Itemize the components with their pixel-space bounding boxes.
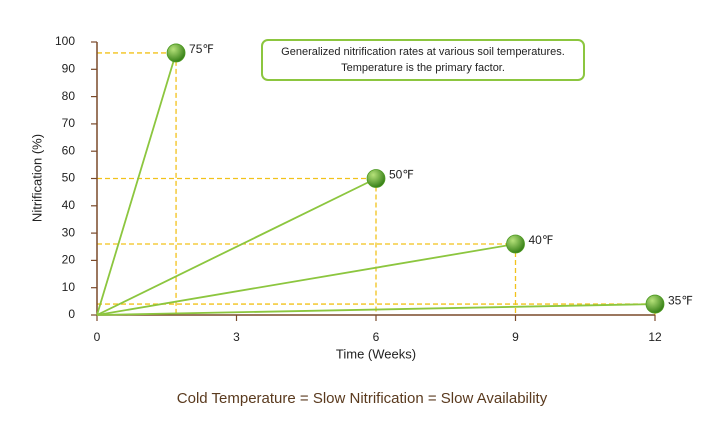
point-label: 75℉ bbox=[189, 42, 214, 56]
x-tick-label: 6 bbox=[373, 330, 380, 344]
y-tick-label: 40 bbox=[62, 198, 76, 212]
y-tick-label: 30 bbox=[62, 225, 76, 239]
y-tick-label: 70 bbox=[62, 116, 76, 130]
point-label: 40℉ bbox=[529, 233, 554, 247]
x-tick-label: 12 bbox=[648, 330, 662, 344]
annotation-box bbox=[261, 39, 585, 81]
annotation: Temperature is the primary factor. bbox=[341, 62, 505, 74]
point-label: 50℉ bbox=[389, 168, 414, 182]
y-tick-label: 10 bbox=[62, 280, 76, 294]
x-tick-label: 0 bbox=[94, 330, 101, 344]
marker bbox=[645, 294, 665, 314]
y-tick-label: 0 bbox=[68, 307, 75, 321]
y-tick-label: 90 bbox=[62, 61, 76, 75]
marker bbox=[166, 43, 186, 63]
y-tick-label: 20 bbox=[62, 253, 76, 267]
annotation: Generalized nitrification rates at vario… bbox=[281, 46, 565, 58]
x-axis-label: Time (Weeks) bbox=[336, 346, 416, 361]
y-tick-label: 100 bbox=[55, 34, 75, 48]
y-tick-label: 60 bbox=[62, 143, 76, 157]
x-tick-label: 3 bbox=[233, 330, 240, 344]
y-tick-label: 50 bbox=[62, 171, 76, 185]
y-tick-label: 80 bbox=[62, 89, 76, 103]
caption: Cold Temperature = Slow Nitrification = … bbox=[177, 390, 548, 407]
series-line bbox=[96, 303, 656, 316]
series-line bbox=[96, 52, 177, 316]
series-line bbox=[96, 177, 377, 316]
x-tick-label: 9 bbox=[512, 330, 519, 344]
series-line bbox=[96, 243, 516, 316]
y-axis-label: Nitrification (%) bbox=[29, 134, 44, 222]
marker bbox=[506, 234, 525, 254]
point-label: 35℉ bbox=[668, 293, 693, 307]
marker bbox=[366, 169, 386, 188]
